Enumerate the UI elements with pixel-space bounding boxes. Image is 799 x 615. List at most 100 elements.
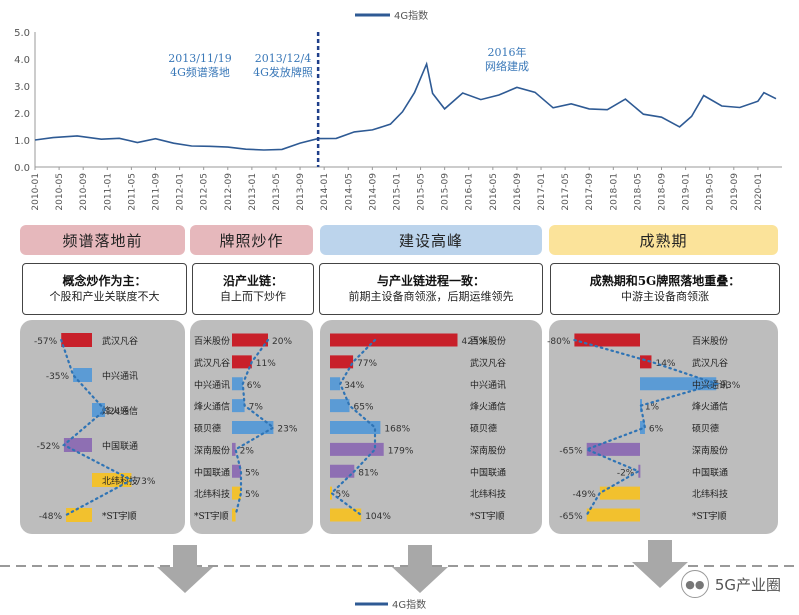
value-label: -80% (547, 337, 571, 347)
phase-header-4: 成熟期 (549, 225, 778, 255)
category-label: *ST宇顺 (102, 510, 137, 522)
x-tick-label: 2011-09 (151, 173, 161, 211)
bar (330, 421, 381, 434)
bar (330, 399, 350, 413)
phase-description-2: 沿产业链： 自上而下炒作 (192, 263, 314, 315)
panel-background (20, 320, 185, 534)
trend-dotted-curve (329, 338, 377, 517)
phase-description-4: 成熟期和5G牌照落地重叠： 中游主设备商领涨 (550, 263, 780, 315)
phase-title: 频谱落地前 (62, 231, 143, 250)
watermark-text: 5G产业圈 (714, 575, 781, 594)
down-arrow-icon (157, 545, 213, 593)
x-tick-label: 2012-01 (176, 173, 186, 211)
phase-header-2: 牌照炒作 (190, 225, 313, 255)
value-label: 65% (354, 403, 374, 413)
value-label: 20% (272, 337, 292, 347)
x-tick-label: 2016-09 (513, 173, 523, 211)
x-tick-label: 2011-01 (103, 173, 113, 211)
value-label: 24% (109, 407, 129, 417)
bar (232, 377, 243, 391)
x-tick-label: 2015-01 (392, 173, 402, 211)
value-label: 5% (245, 490, 260, 500)
category-label: *ST宇顺 (470, 510, 505, 522)
value-label: 168% (384, 425, 410, 435)
x-tick-label: 2017-05 (561, 173, 571, 211)
category-label: 中国联通 (194, 466, 230, 478)
bar (66, 508, 92, 522)
x-tick-label: 2010-09 (79, 173, 89, 211)
value-label: -65% (559, 512, 583, 522)
phase-header-1: 频谱落地前 (20, 225, 185, 255)
bar (586, 508, 640, 522)
y-tick-label: 1.0 (14, 136, 30, 147)
value-label: -57% (34, 337, 58, 347)
x-tick-label: 2019-09 (730, 173, 740, 211)
category-label: 北纬科技 (692, 488, 728, 500)
category-label: 深南股份 (470, 444, 506, 456)
category-label: 中国联通 (102, 440, 138, 452)
x-tick-label: 2018-05 (633, 173, 643, 211)
value-label: 179% (388, 446, 414, 456)
description-title: 概念炒作为主： (62, 274, 147, 289)
x-tick-label: 2015-05 (417, 173, 427, 211)
value-label: 5% (245, 468, 260, 478)
x-tick-label: 2014-09 (368, 173, 378, 211)
category-label: 烽火通信 (194, 401, 230, 413)
phase-title: 建设高峰 (398, 231, 463, 250)
value-label: 23% (277, 425, 297, 435)
x-tick-label: 2013-01 (248, 173, 258, 211)
trend-dotted-curve (60, 338, 134, 517)
category-label: 烽火通信 (470, 401, 506, 413)
value-label: -52% (37, 442, 61, 452)
value-label: 73% (135, 477, 155, 487)
legend-label: 4G指数 (394, 9, 428, 22)
x-tick-label: 2019-05 (706, 173, 716, 211)
x-tick-label: 2017-01 (537, 173, 547, 211)
bar (574, 333, 640, 347)
category-label: 武汉凡谷 (470, 357, 506, 369)
bar (330, 464, 355, 478)
description-subtitle: 中游主设备商领涨 (621, 289, 709, 303)
value-label: -65% (559, 446, 583, 456)
x-tick-label: 2014-05 (344, 173, 354, 211)
category-label: 武汉凡谷 (692, 357, 728, 369)
value-label: 2% (240, 446, 255, 456)
category-label: 烽火通信 (102, 405, 138, 417)
bar (330, 442, 384, 456)
bar (586, 442, 640, 456)
y-tick-label: 4.0 (14, 55, 30, 66)
category-label: 硕贝德 (470, 423, 497, 435)
description-title: 沿产业链： (222, 274, 283, 289)
category-label: 武汉凡谷 (194, 357, 230, 369)
bar (599, 486, 640, 500)
y-tick-label: 3.0 (14, 82, 30, 93)
category-label: 中国联通 (692, 466, 728, 478)
wechat-icon: ●● (680, 570, 709, 598)
bar (92, 473, 132, 487)
bar (330, 377, 341, 391)
bar (638, 464, 641, 478)
phase-description-3: 与产业链进程一致： 前期主设备商领涨，后期运维领先 (319, 263, 543, 315)
value-label: 81% (358, 468, 378, 478)
y-tick-label: 5.0 (14, 28, 30, 39)
down-arrow-icon (392, 545, 448, 593)
category-label: 中兴通讯 (102, 370, 138, 382)
bar (73, 368, 92, 382)
x-tick-label: 2017-09 (585, 173, 595, 211)
annotation-text: 2013/11/19 (168, 52, 231, 65)
value-label: 1% (645, 403, 660, 413)
bar (232, 399, 245, 413)
x-tick-label: 2015-09 (441, 173, 451, 211)
annotation-text: 4G频谱落地 (170, 65, 230, 79)
category-label: 北纬科技 (470, 488, 506, 500)
panel-background (320, 320, 542, 534)
bar (330, 486, 332, 500)
bar (640, 355, 652, 369)
phase-header-3: 建设高峰 (320, 225, 542, 255)
category-label: 深南股份 (692, 444, 728, 456)
value-label: 14% (655, 359, 675, 369)
watermark: ●● 5G产业圈 (680, 570, 781, 598)
category-label: 武汉凡谷 (102, 335, 138, 347)
description-subtitle: 个股和产业关联度不大 (49, 289, 160, 303)
